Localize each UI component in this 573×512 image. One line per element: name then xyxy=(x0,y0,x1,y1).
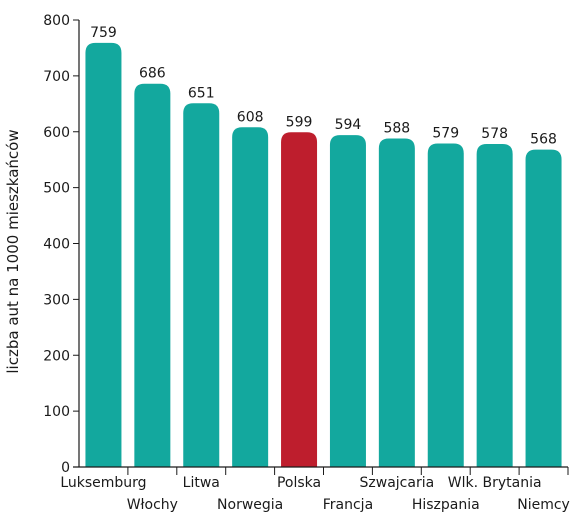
bar-wlk-brytania xyxy=(476,144,513,468)
data-label: 608 xyxy=(237,109,264,125)
data-label: 599 xyxy=(286,114,313,130)
bar-niemcy xyxy=(525,149,562,467)
data-labels: 759 686 651 608 599 594 588 579 578 568 xyxy=(90,25,557,148)
y-axis-ticks: 0 100 200 300 400 500 600 700 800 xyxy=(43,13,79,476)
category-label: Hiszpania xyxy=(412,497,480,512)
y-tick-label: 100 xyxy=(43,404,70,420)
y-tick-label: 600 xyxy=(43,125,70,141)
data-label: 594 xyxy=(335,117,362,133)
data-label: 568 xyxy=(530,132,557,148)
data-label: 686 xyxy=(139,66,166,82)
axes xyxy=(73,20,569,475)
bar-hiszpania xyxy=(427,143,464,467)
bar-luksemburg xyxy=(85,42,122,467)
category-label: Niemcy xyxy=(517,497,570,512)
data-label: 759 xyxy=(90,25,117,41)
y-tick-label: 300 xyxy=(43,292,70,308)
bar-norwegia xyxy=(232,127,269,467)
bar-szwajcaria xyxy=(378,138,415,467)
y-tick-label: 500 xyxy=(43,181,70,197)
category-label: Włochy xyxy=(127,497,178,512)
category-label: Wlk. Brytania xyxy=(448,475,542,491)
data-label: 588 xyxy=(383,120,410,136)
category-label: Litwa xyxy=(183,475,220,491)
data-label: 578 xyxy=(481,126,508,142)
y-tick-label: 700 xyxy=(43,69,70,85)
bar-litwa xyxy=(183,103,220,467)
bar-francja xyxy=(329,135,366,468)
y-tick-label: 200 xyxy=(43,348,70,364)
category-label: Luksemburg xyxy=(60,475,146,491)
category-label: Francja xyxy=(323,497,373,512)
category-labels: Luksemburg Włochy Litwa Norwegia PolskaFranc… xyxy=(60,475,570,512)
y-tick-label: 0 xyxy=(61,460,70,476)
bars xyxy=(85,42,562,468)
category-label: Polska xyxy=(277,475,321,491)
y-axis-title: liczba aut na 1000 mieszkańców xyxy=(4,129,22,373)
y-tick-label: 400 xyxy=(43,237,70,253)
data-label: 651 xyxy=(188,85,215,101)
category-label: Szwajcaria xyxy=(360,475,435,491)
category-label: Norwegia xyxy=(217,497,283,512)
bar-polska xyxy=(281,132,318,467)
data-label: 579 xyxy=(432,125,459,141)
y-tick-label: 800 xyxy=(43,13,70,29)
bar-włochy xyxy=(134,83,171,467)
